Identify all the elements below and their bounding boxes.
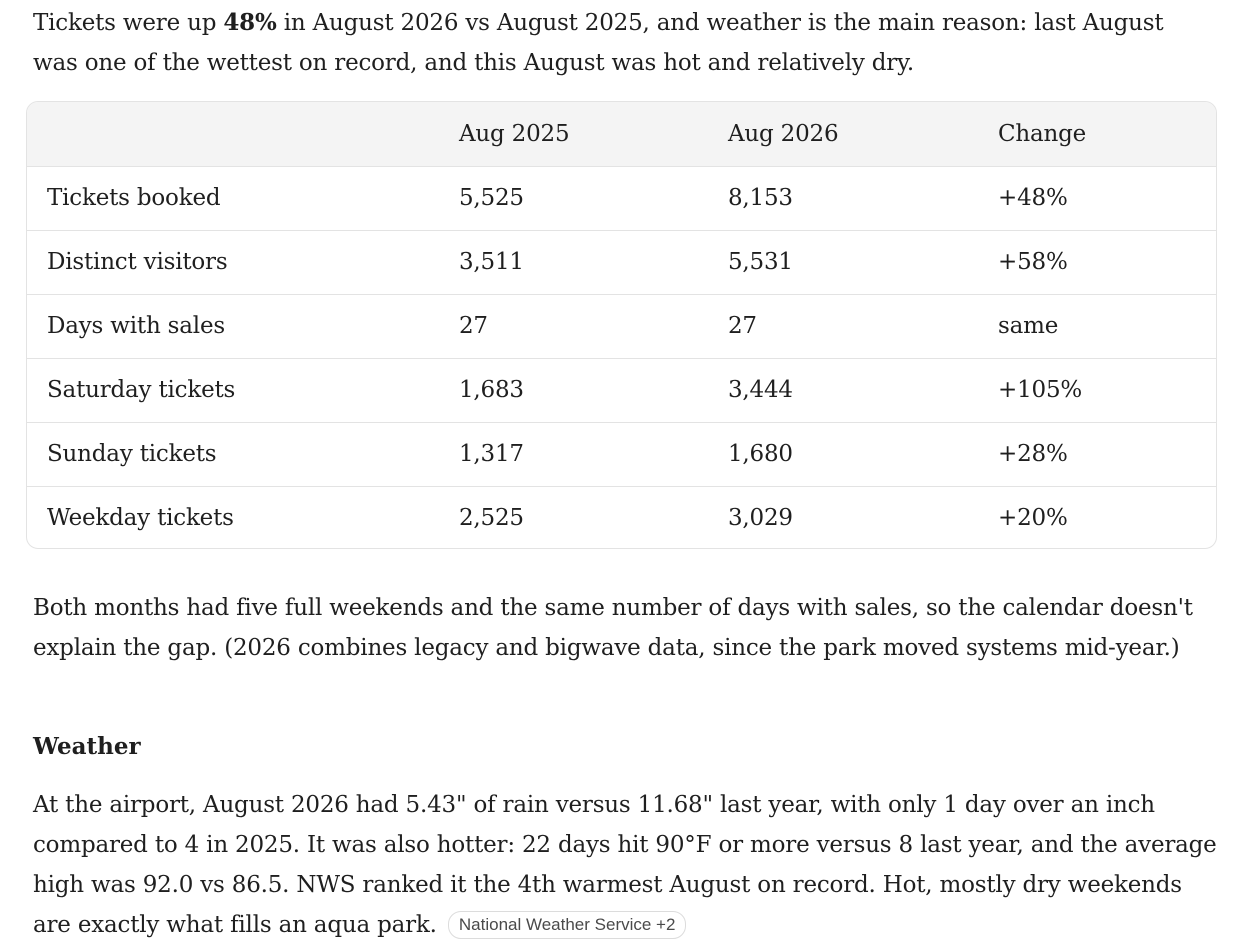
cell-aug-2026: 3,444: [728, 377, 793, 403]
table-row: Tickets booked 5,525 8,153 +48%: [27, 166, 1216, 230]
weather-paragraph-text: At the airport, August 2026 had 5.43" of…: [33, 792, 1217, 938]
cell-change: +20%: [998, 505, 1068, 532]
table-row: Days with sales 27 27 same: [27, 294, 1216, 358]
comparison-table: Aug 2025 Aug 2026 Change Tickets booked …: [27, 102, 1216, 548]
table-row: Saturday tickets 1,683 3,444 +105%: [27, 358, 1216, 422]
header-cell-change: Change: [998, 120, 1087, 147]
cell-aug-2025: 1,683: [459, 377, 524, 403]
row-label: Saturday tickets: [47, 377, 236, 403]
intro-text-end: in August 2026 vs August 2025, and weath…: [33, 10, 1164, 76]
intro-bold-percent: 48%: [223, 9, 277, 36]
cell-aug-2026: 1,680: [728, 441, 793, 467]
header-cell-aug-2025: Aug 2025: [459, 120, 570, 147]
weather-paragraph: At the airport, August 2026 had 5.43" of…: [33, 785, 1223, 945]
table-row: Weekday tickets 2,525 3,029 +20%: [27, 486, 1216, 548]
cell-aug-2025: 1,317: [459, 441, 524, 467]
row-label: Days with sales: [47, 313, 225, 339]
cell-aug-2026: 5,531: [728, 249, 793, 275]
cell-aug-2026: 3,029: [728, 505, 793, 532]
table-row: Distinct visitors 3,511 5,531 +58%: [27, 230, 1216, 294]
cell-aug-2026: 8,153: [728, 185, 793, 211]
table-row: Sunday tickets 1,317 1,680 +28%: [27, 422, 1216, 486]
table-header-row: Aug 2025 Aug 2026 Change: [27, 102, 1216, 166]
row-label: Weekday tickets: [47, 505, 234, 532]
header-cell-aug-2026: Aug 2026: [728, 120, 839, 147]
row-label: Distinct visitors: [47, 249, 228, 275]
cell-change: +58%: [998, 249, 1068, 275]
row-label: Tickets booked: [47, 185, 221, 211]
intro-paragraph: Tickets were up 48% in August 2026 vs Au…: [33, 3, 1193, 83]
cell-aug-2026: 27: [728, 313, 757, 339]
row-label: Sunday tickets: [47, 441, 217, 467]
cell-change: +105%: [998, 377, 1083, 403]
cell-aug-2025: 27: [459, 313, 488, 339]
cell-aug-2025: 2,525: [459, 505, 524, 532]
intro-text-start: Tickets were up: [33, 10, 224, 36]
cell-aug-2025: 5,525: [459, 185, 524, 211]
header-cell-metric: [27, 102, 459, 166]
cell-change: +28%: [998, 441, 1068, 467]
cell-change: +48%: [998, 185, 1068, 211]
source-citation-chip[interactable]: National Weather Service +2: [447, 911, 687, 939]
comparison-table-card: Aug 2025 Aug 2026 Change Tickets booked …: [26, 101, 1217, 549]
calendar-paragraph: Both months had five full weekends and t…: [33, 595, 1193, 661]
weather-heading: Weather: [33, 733, 141, 760]
cell-aug-2025: 3,511: [459, 249, 524, 275]
cell-change: same: [998, 313, 1059, 339]
